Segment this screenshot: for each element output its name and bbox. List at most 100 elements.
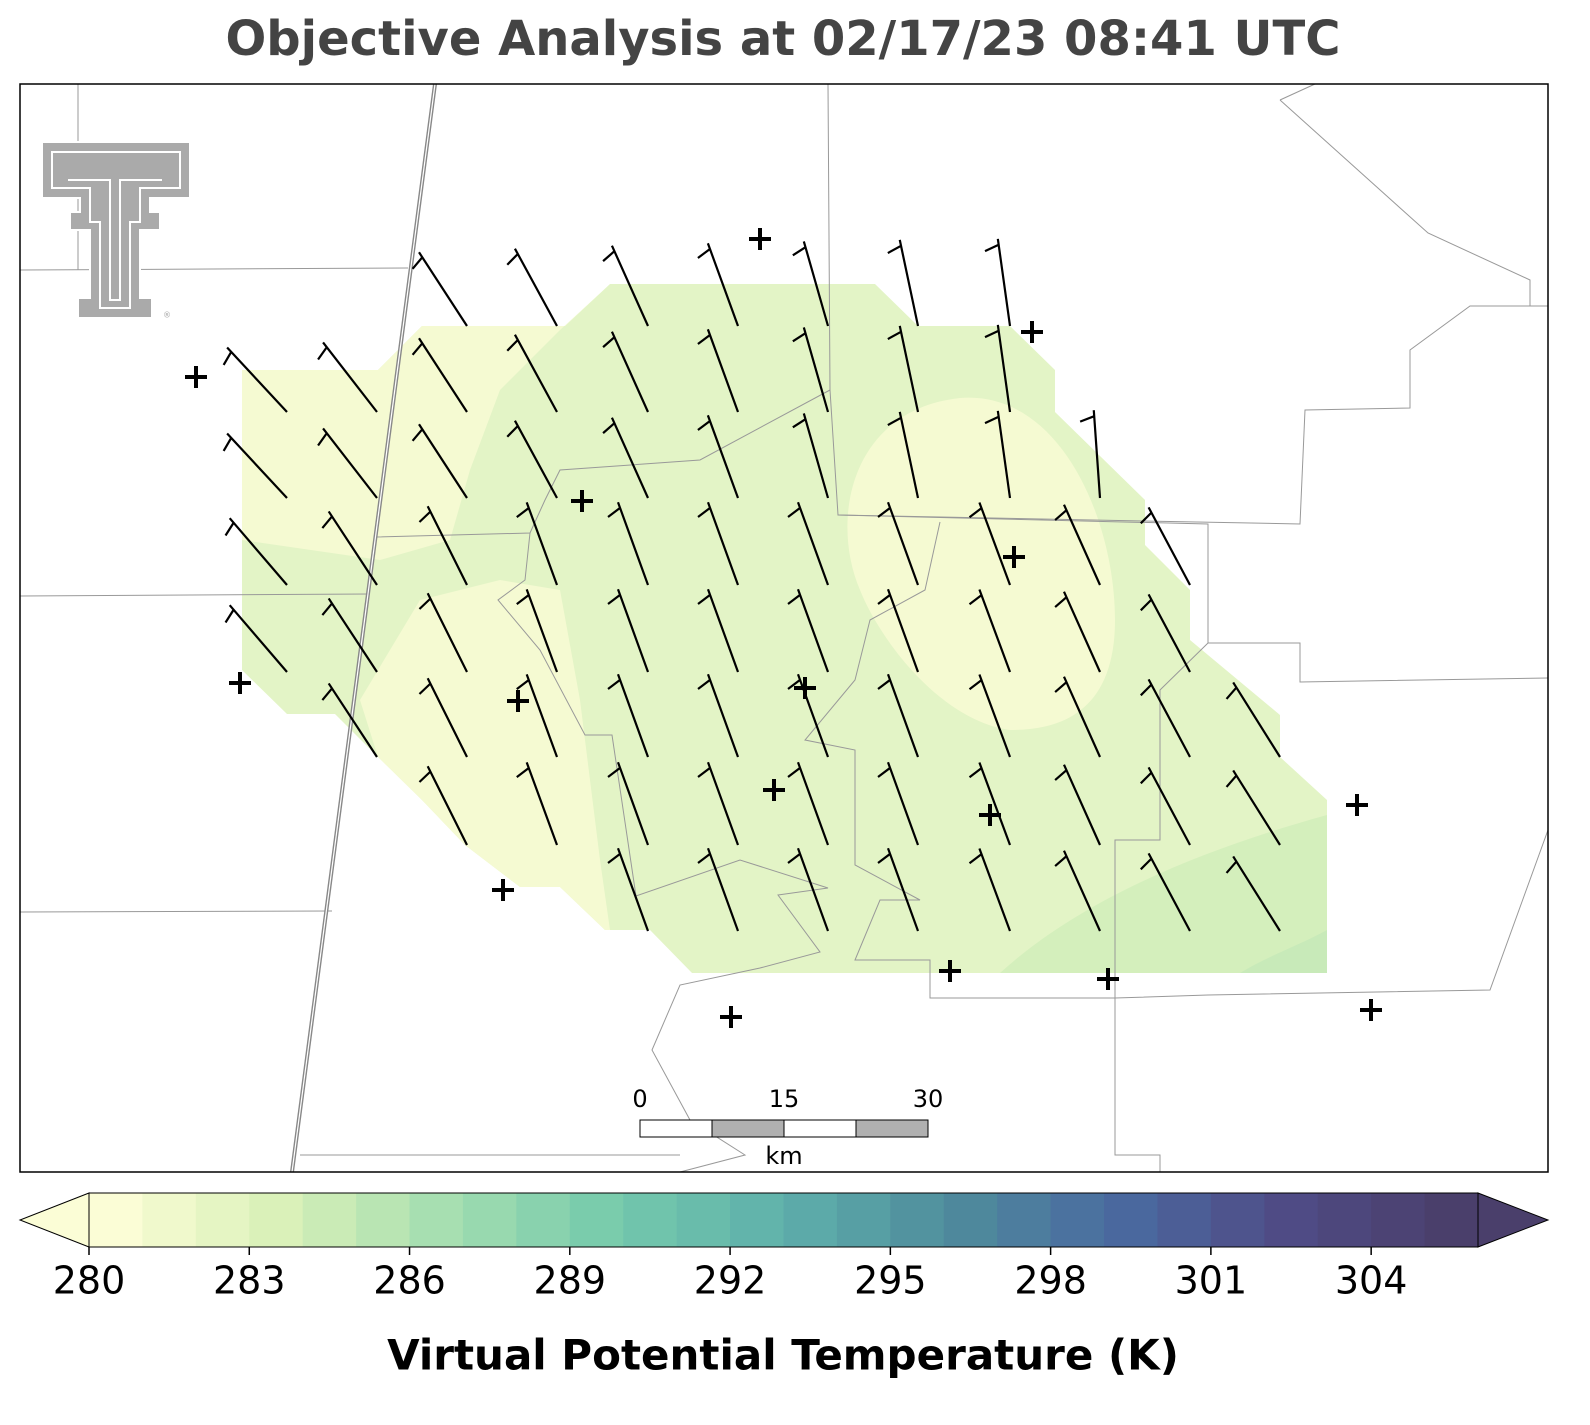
- colorbar-tick-label: 292: [694, 1259, 767, 1303]
- scale-unit: km: [765, 1142, 802, 1170]
- colorbar-segment: [1157, 1193, 1212, 1247]
- scale-segment: [711, 1119, 785, 1138]
- wind-barb: [887, 239, 920, 327]
- wind-barb: [602, 417, 650, 499]
- wind-barb: [1225, 681, 1281, 758]
- colorbar-segment: [89, 1193, 143, 1247]
- colorbar-segment: [569, 1193, 624, 1247]
- colorbar-frame: [88, 1192, 1479, 1248]
- wind-barb: [968, 674, 1012, 758]
- scale-label: 0: [632, 1085, 647, 1113]
- wind-barb: [792, 241, 830, 327]
- wind-barb: [1054, 504, 1102, 586]
- scale-segment: [639, 1119, 713, 1138]
- colorbar-segment: [943, 1193, 998, 1247]
- colorbar-tick-label: 298: [1014, 1259, 1087, 1303]
- colorbar-segment: [836, 1193, 891, 1247]
- colorbar-segment: [516, 1193, 571, 1247]
- wind-barb: [792, 413, 830, 499]
- wind-barb: [607, 847, 650, 932]
- wind-barb: [516, 674, 559, 758]
- wind-barb: [877, 761, 920, 846]
- wind-barb: [968, 589, 1012, 673]
- colorbar: 280 283 286 289 292 295 298 301 304: [18, 1192, 1550, 1303]
- colorbar-segment: [356, 1193, 411, 1247]
- colorbar-segment: [1210, 1193, 1265, 1247]
- wind-barb: [411, 251, 468, 327]
- wind-barb: [984, 238, 1012, 327]
- analysis-field-cool: [242, 284, 610, 560]
- wind-barb: [877, 588, 920, 673]
- station: [749, 228, 771, 250]
- wind-barb: [321, 597, 378, 673]
- wind-barb: [607, 501, 650, 586]
- colorbar-tick-label: 283: [213, 1259, 286, 1303]
- colorbar-tick-label: 280: [53, 1259, 126, 1303]
- wind-barb: [516, 762, 559, 846]
- wind-barb: [1054, 591, 1102, 673]
- scale-segment: [783, 1119, 857, 1138]
- wind-barb: [1140, 678, 1191, 758]
- scale-label: 15: [769, 1085, 800, 1113]
- wind-barb: [1054, 676, 1102, 758]
- wind-barb: [1054, 850, 1102, 932]
- wind-barb: [321, 682, 378, 758]
- border: [804, 521, 1115, 999]
- station: [1097, 968, 1119, 990]
- state-border: [291, 83, 436, 1173]
- colorbar-segment: [623, 1193, 678, 1247]
- map-frame: [19, 83, 1549, 1173]
- wind-barb: [968, 762, 1012, 846]
- colorbar-segment: [1424, 1193, 1479, 1247]
- colorbar-segment: [730, 1193, 784, 1247]
- wind-barb: [1140, 766, 1191, 846]
- station: [185, 366, 207, 388]
- wind-barb: [224, 517, 288, 586]
- colorbar-segment: [409, 1193, 464, 1247]
- station: [939, 960, 961, 982]
- wind-barb: [877, 847, 920, 932]
- wind-barb: [1225, 769, 1281, 846]
- wind-barb: [506, 334, 558, 413]
- wind-barb: [411, 337, 468, 413]
- logo-mark: ®: [163, 311, 171, 320]
- wind-barb: [787, 588, 830, 673]
- scale-label: 30: [913, 1085, 944, 1113]
- station: [720, 1006, 742, 1028]
- wind-barb: [697, 501, 740, 586]
- wind-barb: [516, 502, 559, 586]
- wind-barb: [418, 505, 468, 586]
- station: [794, 677, 816, 699]
- colorbar-segment: [249, 1193, 304, 1247]
- stations: [185, 228, 1382, 1028]
- wind-barb: [984, 324, 1012, 413]
- wind-barb: [877, 673, 920, 758]
- colorbar-tick-label: 289: [534, 1259, 607, 1303]
- border: [497, 532, 829, 1173]
- station: [1003, 546, 1025, 568]
- station: [507, 690, 529, 712]
- logo: [41, 141, 191, 319]
- wind-barb: [516, 589, 559, 673]
- border: [1114, 642, 1209, 1172]
- wind-barb: [506, 420, 558, 499]
- border: [837, 305, 1548, 525]
- colorbar-segment: [1371, 1193, 1426, 1247]
- colorbar-extend-low: [18, 1192, 90, 1248]
- wind-barb: [224, 604, 288, 673]
- border: [374, 389, 831, 538]
- colorbar-segment: [1317, 1193, 1372, 1247]
- wind-barb: [411, 423, 468, 499]
- wind-barb: [877, 501, 920, 586]
- border: [1114, 829, 1549, 999]
- station: [763, 779, 785, 801]
- border: [19, 593, 371, 597]
- wind-barb: [984, 410, 1012, 499]
- county-borders: [19, 83, 1549, 1173]
- border: [19, 267, 409, 271]
- wind-barb: [321, 510, 378, 586]
- colorbar-label: Virtual Potential Temperature (K): [387, 1331, 1179, 1380]
- wind-barb: [792, 327, 830, 413]
- wind-barb: [1140, 852, 1191, 932]
- wind-barb: [506, 248, 558, 327]
